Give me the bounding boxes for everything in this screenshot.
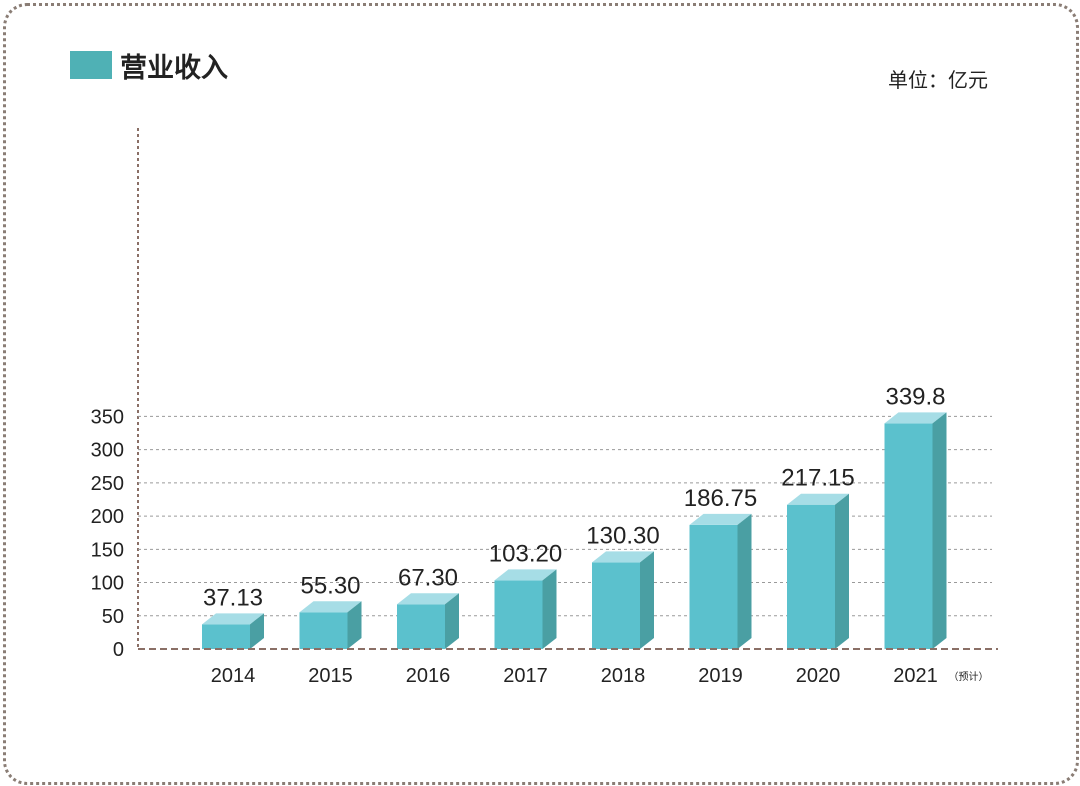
bar-top [592, 551, 654, 563]
bar [592, 562, 640, 649]
bar [397, 604, 445, 649]
y-tick-label: 50 [102, 606, 124, 628]
x-tick-label: 2018 [601, 665, 646, 687]
y-tick-label: 300 [91, 440, 124, 462]
unit-label: 单位：亿元 [888, 68, 988, 92]
bar-side [835, 493, 849, 649]
data-label: 339.8 [885, 383, 945, 410]
x-tick-label: 2016 [406, 665, 451, 687]
bar-side [347, 601, 362, 649]
data-label: 217.15 [781, 465, 854, 492]
data-label: 186.75 [684, 485, 757, 512]
bar [787, 504, 835, 649]
y-tick-label: 150 [91, 539, 124, 561]
y-tick-label: 0 [113, 639, 124, 661]
bar-top [299, 601, 362, 613]
bar-side [932, 412, 947, 649]
bar-top [397, 593, 459, 605]
y-tick-label: 100 [91, 573, 124, 595]
x-tick-note: （预计） [949, 670, 989, 683]
data-label: 130.30 [586, 522, 659, 549]
y-tick-label: 250 [91, 473, 124, 495]
x-tick-label: 2015 [308, 665, 353, 687]
y-tick-label: 200 [91, 506, 124, 528]
legend-label: 营业收入 [120, 52, 228, 84]
bar [494, 580, 543, 649]
bar-top [202, 613, 264, 625]
bar [689, 524, 738, 649]
bar-side [445, 593, 459, 649]
bar [884, 423, 933, 649]
bar-top [494, 569, 557, 581]
bar [202, 624, 250, 649]
y-tick-label: 350 [91, 406, 124, 428]
bar-side [640, 551, 654, 649]
bar [299, 612, 348, 649]
data-label: 55.30 [300, 572, 360, 599]
bar-top [689, 513, 752, 525]
bar-side [250, 613, 264, 649]
bar-top [787, 493, 849, 505]
legend-swatch [70, 51, 112, 79]
chart-frame [3, 3, 1079, 785]
data-label: 67.30 [398, 564, 458, 591]
legend: 营业收入 [70, 48, 228, 84]
x-tick-label: 2021 [893, 665, 938, 687]
x-tick-label: 2019 [698, 665, 743, 687]
x-tick-label: 2017 [503, 665, 548, 687]
x-tick-label: 2020 [796, 665, 841, 687]
data-label: 103.20 [489, 540, 562, 567]
bar-top [884, 412, 947, 424]
data-label: 37.13 [203, 584, 263, 611]
bar-side [737, 513, 752, 649]
bar-side [542, 569, 557, 649]
x-tick-label: 2014 [211, 665, 256, 687]
